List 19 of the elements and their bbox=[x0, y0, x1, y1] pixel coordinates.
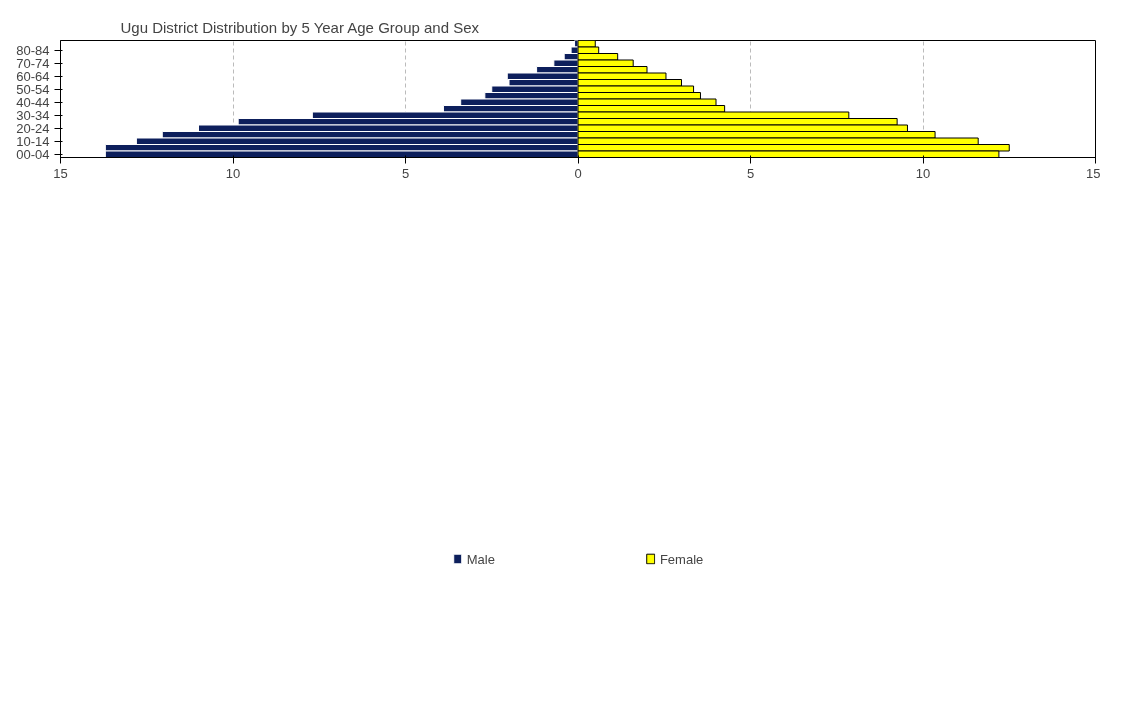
x-tick-label: 0 bbox=[574, 165, 582, 181]
y-tick-label: 10-14 bbox=[16, 133, 50, 149]
x-tick-label: 15 bbox=[1086, 165, 1101, 181]
y-tick-label: 80-84 bbox=[16, 42, 50, 58]
legend-label: Female bbox=[659, 551, 704, 567]
y-tick-label: 20-24 bbox=[16, 120, 50, 136]
legend-label: Male bbox=[466, 551, 495, 567]
x-tick-label: 5 bbox=[401, 165, 410, 181]
y-tick-label: 70-74 bbox=[16, 55, 50, 71]
x-tick-label: 5 bbox=[746, 165, 755, 181]
y-tick-label: 60-64 bbox=[16, 68, 50, 84]
y-tick-label: 50-54 bbox=[16, 81, 50, 97]
chart-title: Ugu District Distribution by 5 Year Age Group and Sex bbox=[120, 18, 480, 36]
x-tick-label: 15 bbox=[53, 165, 68, 181]
y-tick-label: 40-44 bbox=[16, 94, 50, 110]
x-tick-label: 10 bbox=[225, 165, 241, 181]
y-tick-label: 00-04 bbox=[16, 146, 50, 162]
x-tick-label: 10 bbox=[915, 165, 931, 181]
y-tick-label: 30-34 bbox=[16, 107, 50, 123]
